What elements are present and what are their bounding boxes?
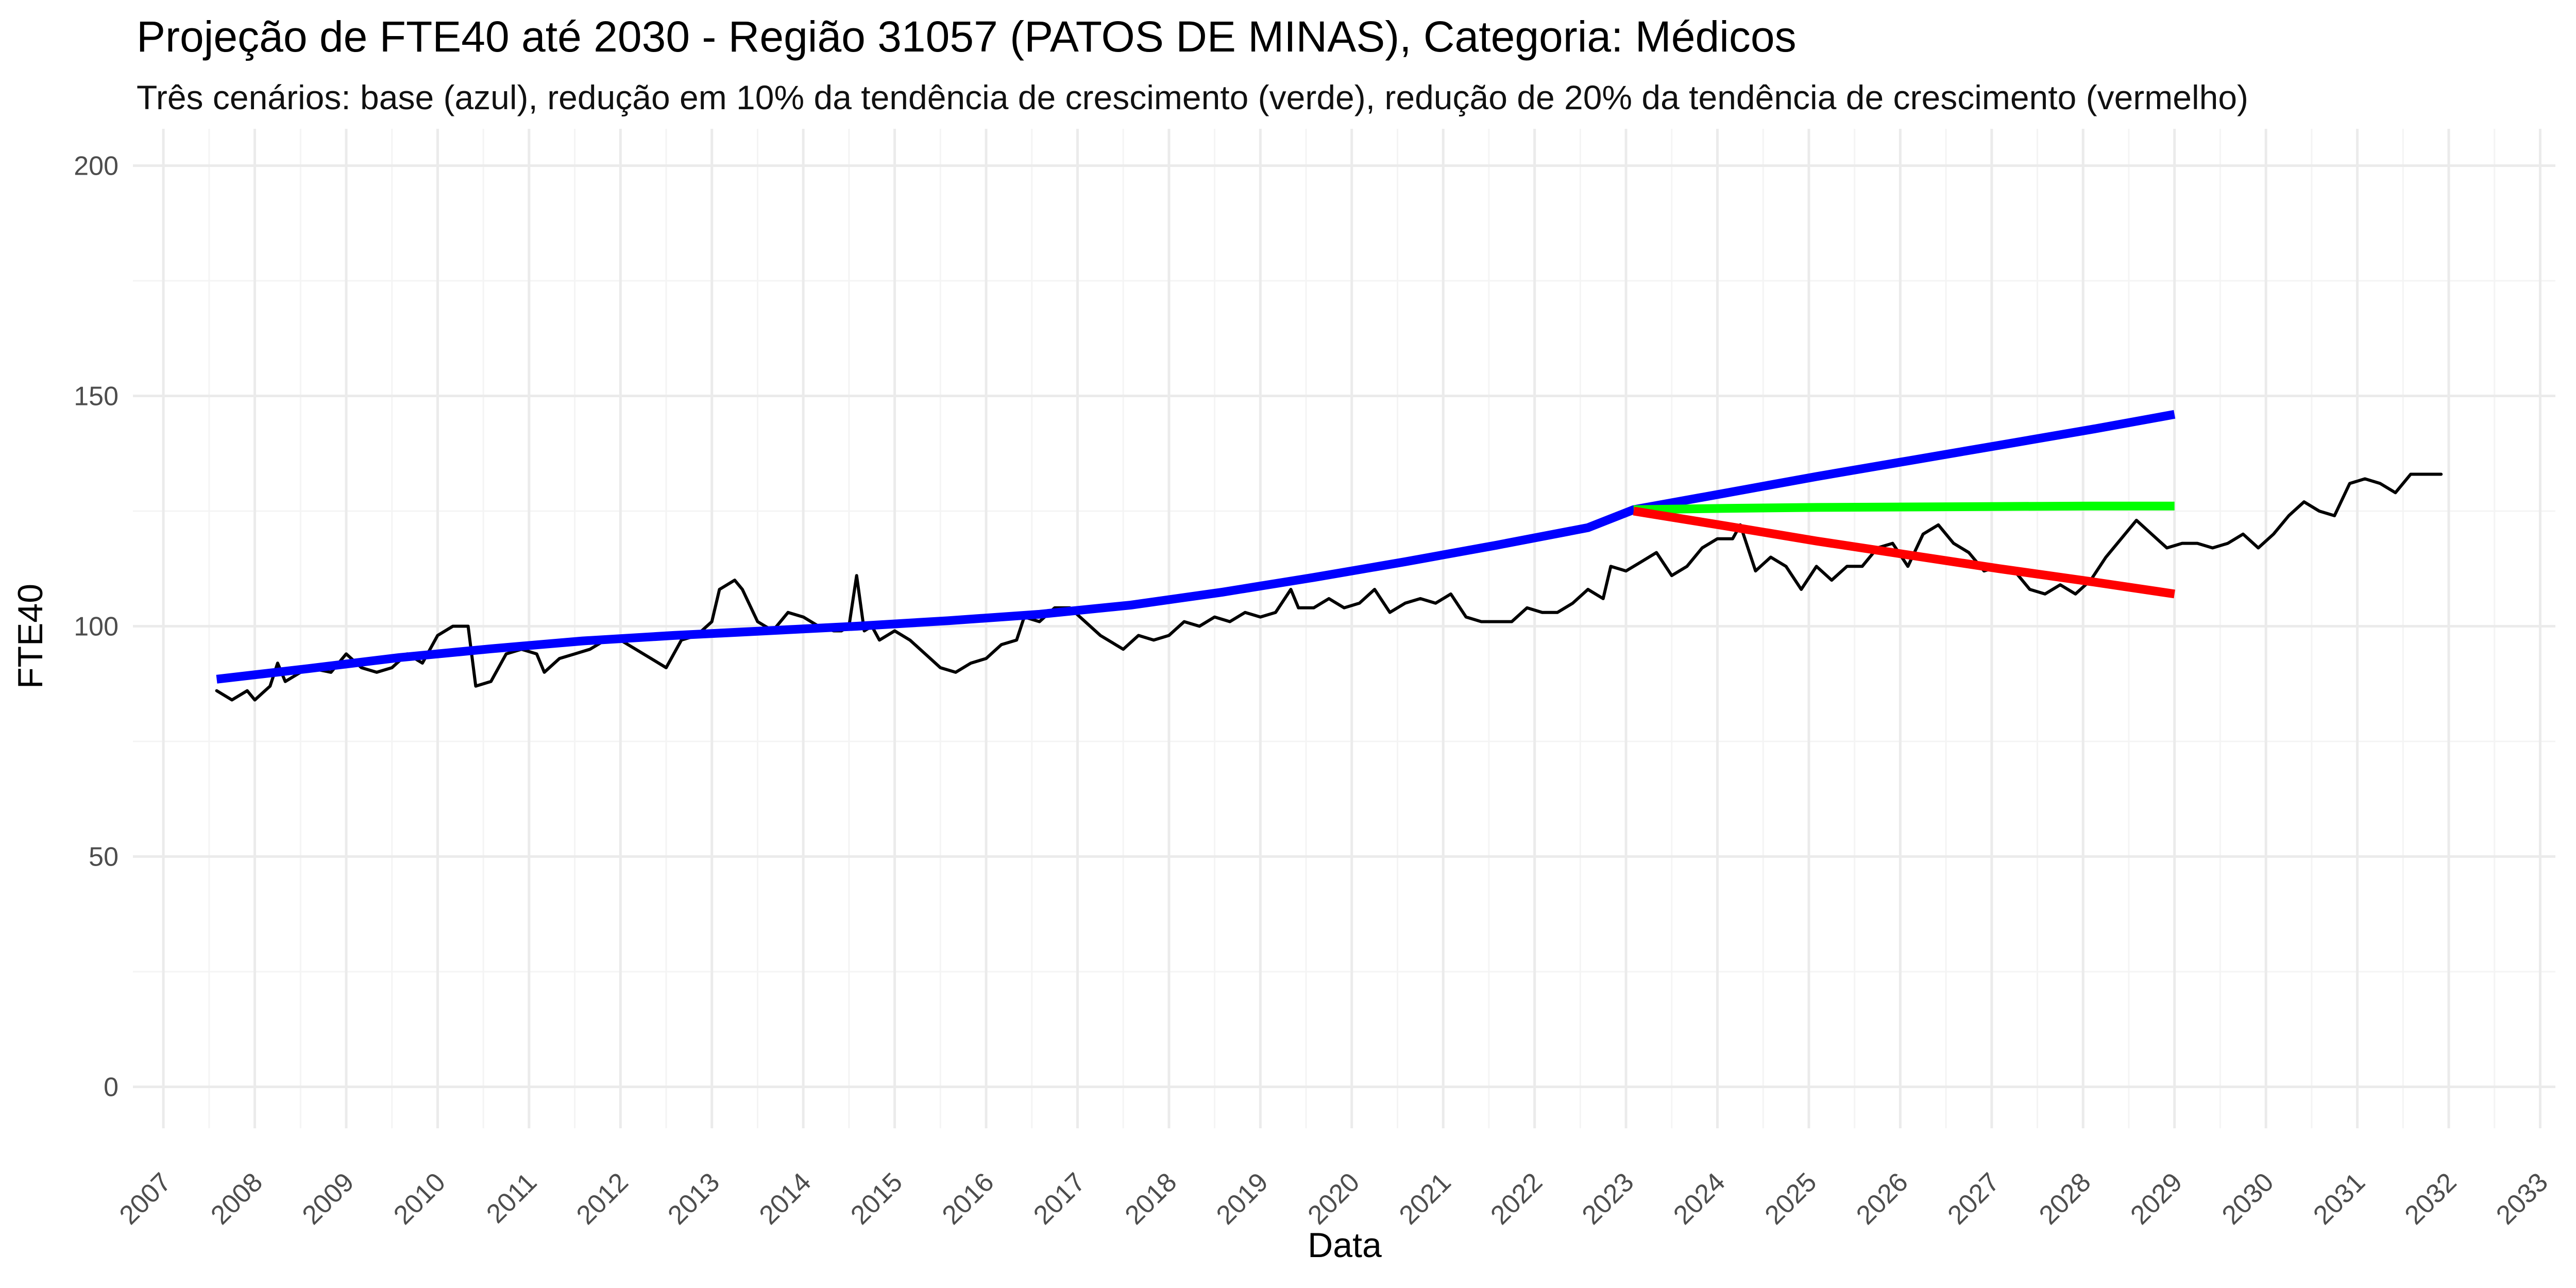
x-tick-label: 2028	[2033, 1167, 2097, 1230]
x-tick-label: 2009	[297, 1167, 360, 1230]
x-tick-label: 2008	[205, 1167, 268, 1230]
y-axis-title: FTE40	[11, 584, 50, 689]
x-tick-label: 2031	[2308, 1167, 2371, 1230]
x-tick-label: 2032	[2399, 1167, 2463, 1230]
x-tick-label: 2020	[1302, 1167, 1365, 1230]
series-layer	[215, 410, 2443, 702]
x-tick-label: 2013	[662, 1167, 725, 1230]
chart-title: Projeção de FTE40 até 2030 - Região 3105…	[137, 12, 1797, 61]
tick-layer: 0 50 100 150 200 2007 2008 2009 2010 2011 2012 2013…	[74, 151, 2554, 1231]
x-tick-label: 2016	[937, 1167, 1000, 1230]
x-tick-label: 2017	[1028, 1167, 1091, 1230]
x-tick-label: 2025	[1759, 1167, 1823, 1230]
observed-series-line	[215, 472, 2443, 702]
y-tick-label: 150	[74, 382, 118, 412]
x-tick-label: 2030	[2216, 1167, 2280, 1230]
x-tick-label: 2023	[1577, 1167, 1640, 1230]
x-tick-label: 2022	[1485, 1167, 1548, 1230]
x-tick-label: 2021	[1394, 1167, 1457, 1230]
x-tick-label: 2014	[754, 1167, 817, 1230]
y-tick-label: 50	[89, 842, 118, 872]
x-tick-label: 2010	[388, 1167, 451, 1230]
x-tick-label: 2019	[1211, 1167, 1274, 1230]
x-tick-label: 2024	[1668, 1167, 1731, 1230]
reduction-20-projection-line	[1633, 506, 2175, 599]
x-tick-label: 2011	[481, 1167, 543, 1229]
y-tick-label: 200	[74, 151, 118, 181]
x-tick-label: 2026	[1851, 1167, 1914, 1230]
y-tick-label: 100	[74, 612, 118, 642]
x-tick-label: 2018	[1120, 1167, 1183, 1230]
x-tick-label: 2029	[2125, 1167, 2188, 1230]
chart-subtitle: Três cenários: base (azul), redução em 1…	[137, 78, 2248, 116]
grid-layer	[133, 129, 2555, 1128]
x-axis-title: Data	[1308, 1226, 1382, 1265]
x-tick-label: 2007	[114, 1167, 177, 1230]
x-tick-label: 2015	[845, 1167, 908, 1230]
base-projection-line	[216, 410, 2176, 684]
x-tick-label: 2033	[2490, 1167, 2554, 1230]
y-tick-label: 0	[104, 1073, 118, 1103]
reduction-10-projection-line	[1633, 501, 2175, 514]
x-tick-label: 2012	[571, 1167, 634, 1230]
x-tick-label: 2027	[1942, 1167, 2005, 1230]
